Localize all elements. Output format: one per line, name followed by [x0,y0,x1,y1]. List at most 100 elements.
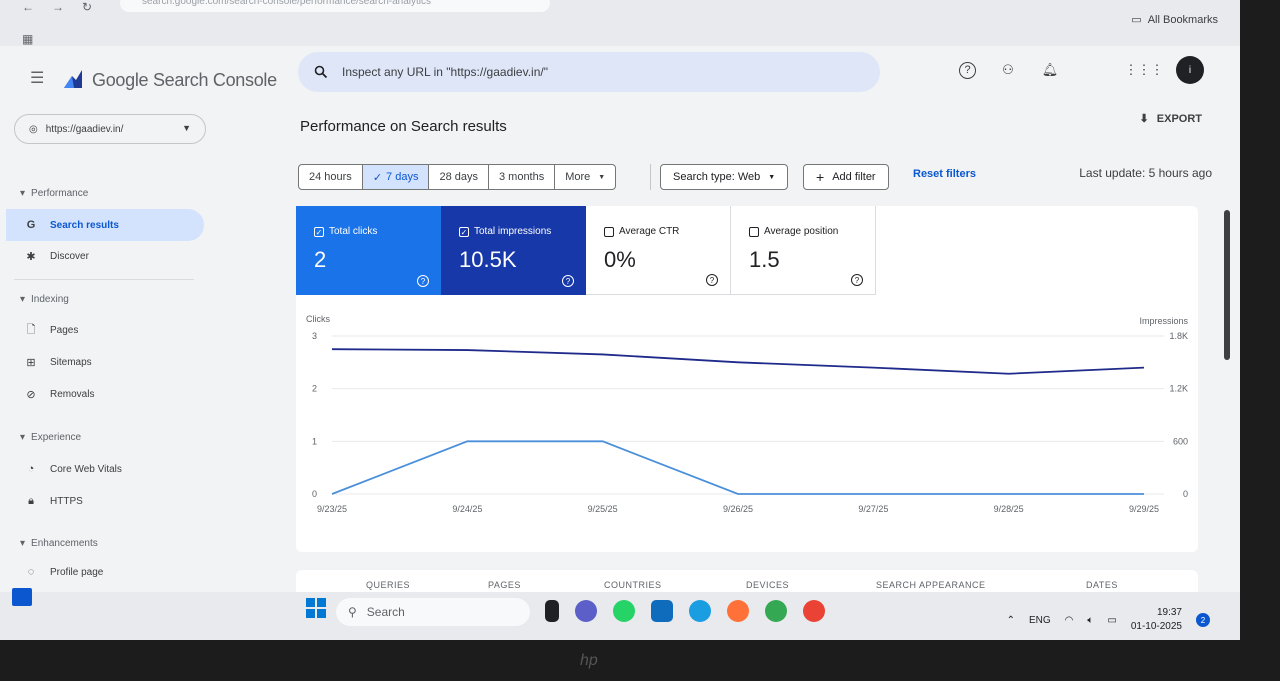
removals-icon: ⊘ [26,388,36,401]
apps-icon[interactable]: ▦ [22,32,34,46]
divider [650,164,651,190]
avatar[interactable]: i [1176,56,1204,84]
metric-total-clicks[interactable]: ✓ Total clicks 2 ? [296,206,441,295]
reset-filters-link[interactable]: Reset filters [913,168,976,180]
screen: ← → ↻ search.google.com/search-console/per… [0,0,1240,640]
section-experience[interactable]: ▾ Experience [20,432,81,443]
address-bar[interactable]: search.google.com/search-console/perform… [120,0,550,12]
property-selector[interactable]: ◎ https://gaadiev.in/ ▼ [14,114,206,144]
add-filter-button[interactable]: + Add filter [803,164,889,190]
globe-icon: ◎ [29,123,38,135]
notification-badge[interactable]: 2 [1196,613,1210,627]
help-icon[interactable]: ? [562,275,574,287]
menu-icon[interactable]: ☰ [30,70,45,87]
sidebar-item-label: Pages [50,324,79,336]
checkbox-checked-icon: ✓ [459,226,469,237]
sidebar-item-label: Core Web Vitals [50,463,122,475]
gauge-icon: ◔ [27,463,35,475]
sidebar-item-discover[interactable]: ✱ Discover [6,240,204,272]
bookmarks-label: All Bookmarks [1147,13,1218,26]
all-bookmarks[interactable]: ▭ All Bookmarks [1131,13,1218,27]
forward-icon[interactable]: → [52,0,64,14]
metric-label: Total clicks [329,226,378,237]
chevron-up-icon[interactable]: ⌃ [1006,614,1015,626]
metric-average-ctr[interactable]: Average CTR 0% ? [586,206,731,295]
sidebar-item-sitemaps[interactable]: ⊞ Sitemaps [6,346,204,378]
search-placeholder: Inspect any URL in "https://gaadiev.in/" [342,65,548,79]
range-3-months[interactable]: 3 months [489,165,556,189]
windows-start-icon[interactable] [306,598,326,618]
metric-average-position[interactable]: Average position 1.5 ? [731,206,876,295]
range-24-hours[interactable]: 24 hours [299,165,363,189]
range-label: 7 days [386,171,419,183]
y-tick-label-left: 0 [312,489,317,499]
widgets-icon[interactable] [12,588,32,606]
manage-users-icon[interactable]: ⚇ [1002,62,1014,77]
series-line-clicks [331,440,1144,495]
firefox-icon[interactable] [727,600,749,622]
x-tick-label: 9/25/25 [588,504,618,514]
search-type-filter[interactable]: Search type: Web ▼ [660,164,789,190]
page-scrollbar[interactable] [1224,210,1230,360]
search-icon [314,65,328,79]
sidebar-item-search-results[interactable]: G Search results [6,209,204,241]
reload-icon[interactable]: ↻ [82,0,93,14]
range-7-days[interactable]: ✓ 7 days [362,165,430,189]
teams-icon[interactable] [575,600,597,622]
notifications-icon[interactable]: 🔔︎ [1041,62,1059,77]
app-header: ☰ Google Search Console Inspect any URL … [0,46,1240,108]
tab-devices[interactable]: DEVICES [746,580,790,590]
metric-label-row: Average CTR [604,226,712,237]
sidebar-item-label: HTTPS [50,495,83,507]
range-28-days[interactable]: 28 days [429,165,489,189]
y-tick-label-right: 1.8K [1169,331,1188,341]
language-indicator[interactable]: ENG [1028,614,1051,626]
sidebar-item-pages[interactable]: 🗋︎ Pages [6,314,204,346]
export-button[interactable]: ⬇ EXPORT [1140,112,1202,126]
y-tick-label-right: 600 [1173,436,1188,446]
collapse-icon: ▾ [20,538,26,549]
help-icon[interactable]: ? [959,61,976,79]
volume-icon[interactable]: 🔈︎ [1087,614,1094,626]
edge-icon[interactable] [689,600,711,622]
sidebar: ◎ https://gaadiev.in/ ▼ ▾ Performance G … [0,108,230,592]
section-indexing[interactable]: ▾ Indexing [20,294,69,305]
sidebar-item-https[interactable]: 🔒︎ HTTPS [6,485,204,517]
taskbar-apps [545,600,825,622]
tab-dates[interactable]: DATES [1086,580,1118,590]
collapse-icon: ▾ [20,432,26,443]
back-icon[interactable]: ← [22,0,34,14]
task-view-icon[interactable] [545,600,559,622]
help-icon[interactable]: ? [851,274,863,286]
help-icon[interactable]: ? [417,275,429,287]
dimension-tabs: QUERIES PAGES COUNTRIES DEVICES SEARCH A… [296,570,1198,592]
section-enhancements[interactable]: ▾ Enhancements [20,538,98,549]
metric-total-impressions[interactable]: ✓ Total impressions 10.5K ? [441,206,586,295]
x-tick-label: 9/27/25 [858,504,888,514]
battery-icon[interactable]: ▭ [1107,614,1117,626]
collapse-icon: ▾ [20,188,26,199]
help-icon[interactable]: ? [706,274,718,286]
sidebar-item-profile-page[interactable]: ◌ Profile page [6,562,204,582]
apps-grid-icon[interactable]: ⋮⋮⋮ [1124,62,1164,77]
tab-search-appearance[interactable]: SEARCH APPEARANCE [876,580,986,590]
tab-queries[interactable]: QUERIES [366,580,411,590]
inspect-url-search[interactable]: Inspect any URL in "https://gaadiev.in/" [298,52,880,92]
chrome-profile-icon[interactable] [803,600,825,622]
section-label: Indexing [31,294,69,305]
chrome-icon[interactable] [765,600,787,622]
store-icon[interactable] [651,600,673,622]
tab-countries[interactable]: COUNTRIES [604,580,662,590]
taskbar-search[interactable]: ⚲ Search [336,598,530,626]
sidebar-item-label: Removals [50,388,95,400]
clock[interactable]: 19:37 01-10-2025 [1131,606,1182,634]
section-performance[interactable]: ▾ Performance [20,188,88,199]
section-label: Experience [31,432,82,443]
metric-value: 0% [604,247,636,272]
range-more[interactable]: More ▼ [555,165,615,189]
whatsapp-icon[interactable] [613,600,635,622]
sidebar-item-removals[interactable]: ⊘ Removals [6,378,204,410]
sidebar-item-core-web-vitals[interactable]: ◔ Core Web Vitals [6,453,204,485]
tab-pages[interactable]: PAGES [488,580,521,590]
wifi-icon[interactable]: ◠ [1064,614,1074,626]
